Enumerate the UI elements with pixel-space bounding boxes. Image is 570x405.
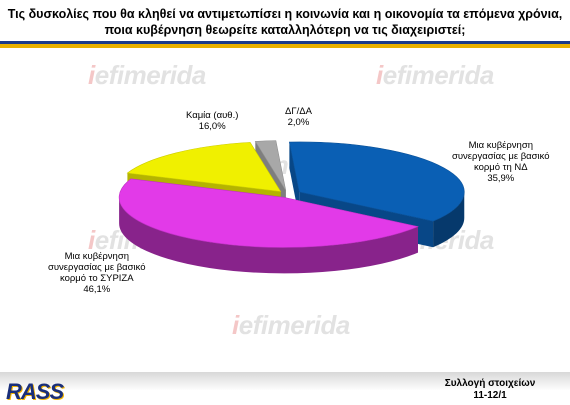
slice-label-syriza: Μια κυβέρνηση συνεργασίας με βασικό κορμ…: [48, 251, 146, 295]
title-divider-blue: [0, 41, 570, 44]
chart-title-line-2: ποια κυβέρνηση θεωρείτε καταλληλότερη να…: [104, 23, 466, 37]
pie-slice-syriza: [118, 178, 419, 248]
chart-title-line-1: Τις δυσκολίες που θα κληθεί να αντιμετωπ…: [7, 7, 563, 21]
pie-slice-dk: [254, 140, 287, 191]
slice-value-none: 16,0%: [198, 121, 226, 132]
slice-value-syriza: 46,1%: [83, 284, 111, 295]
footer-note: Συλλογή στοιχείων 11-12/1: [420, 378, 560, 402]
pie-slice-syriza-rim-0: [119, 197, 418, 274]
chart-title: Τις δυσκολίες που θα κληθεί να αντιμετωπ…: [0, 6, 570, 38]
title-divider-gold: [0, 44, 570, 48]
watermark: iefimerida: [376, 60, 494, 90]
watermark: iefimerida: [232, 310, 350, 340]
slice-label-dk: ΔΓ/ΔΑ 2,0%: [285, 106, 312, 128]
pie-slice-nd: [289, 141, 465, 222]
title-divider: [0, 41, 570, 48]
footer-bar: [0, 372, 570, 403]
pie-slice-nd-rim-0: [433, 191, 465, 248]
pie-slices: [118, 140, 465, 274]
slice-value-nd: 35,9%: [487, 173, 515, 184]
watermark: iefimerida: [88, 60, 206, 90]
pie-slice-nd-wall-0: [289, 142, 300, 218]
slice-label-nd: Μια κυβέρνηση συνεργασίας με βασικό κορμ…: [452, 140, 550, 184]
pie-slice-none: [126, 142, 282, 192]
footer-note-line-1: Συλλογή στοιχείων: [444, 378, 536, 389]
footer-note-line-2: 11-12/1: [473, 390, 507, 401]
slice-value-dk: 2,0%: [287, 117, 310, 128]
rass-logo: RASS: [6, 379, 64, 404]
slice-label-none: Καμία (αυθ.) 16,0%: [186, 110, 239, 132]
